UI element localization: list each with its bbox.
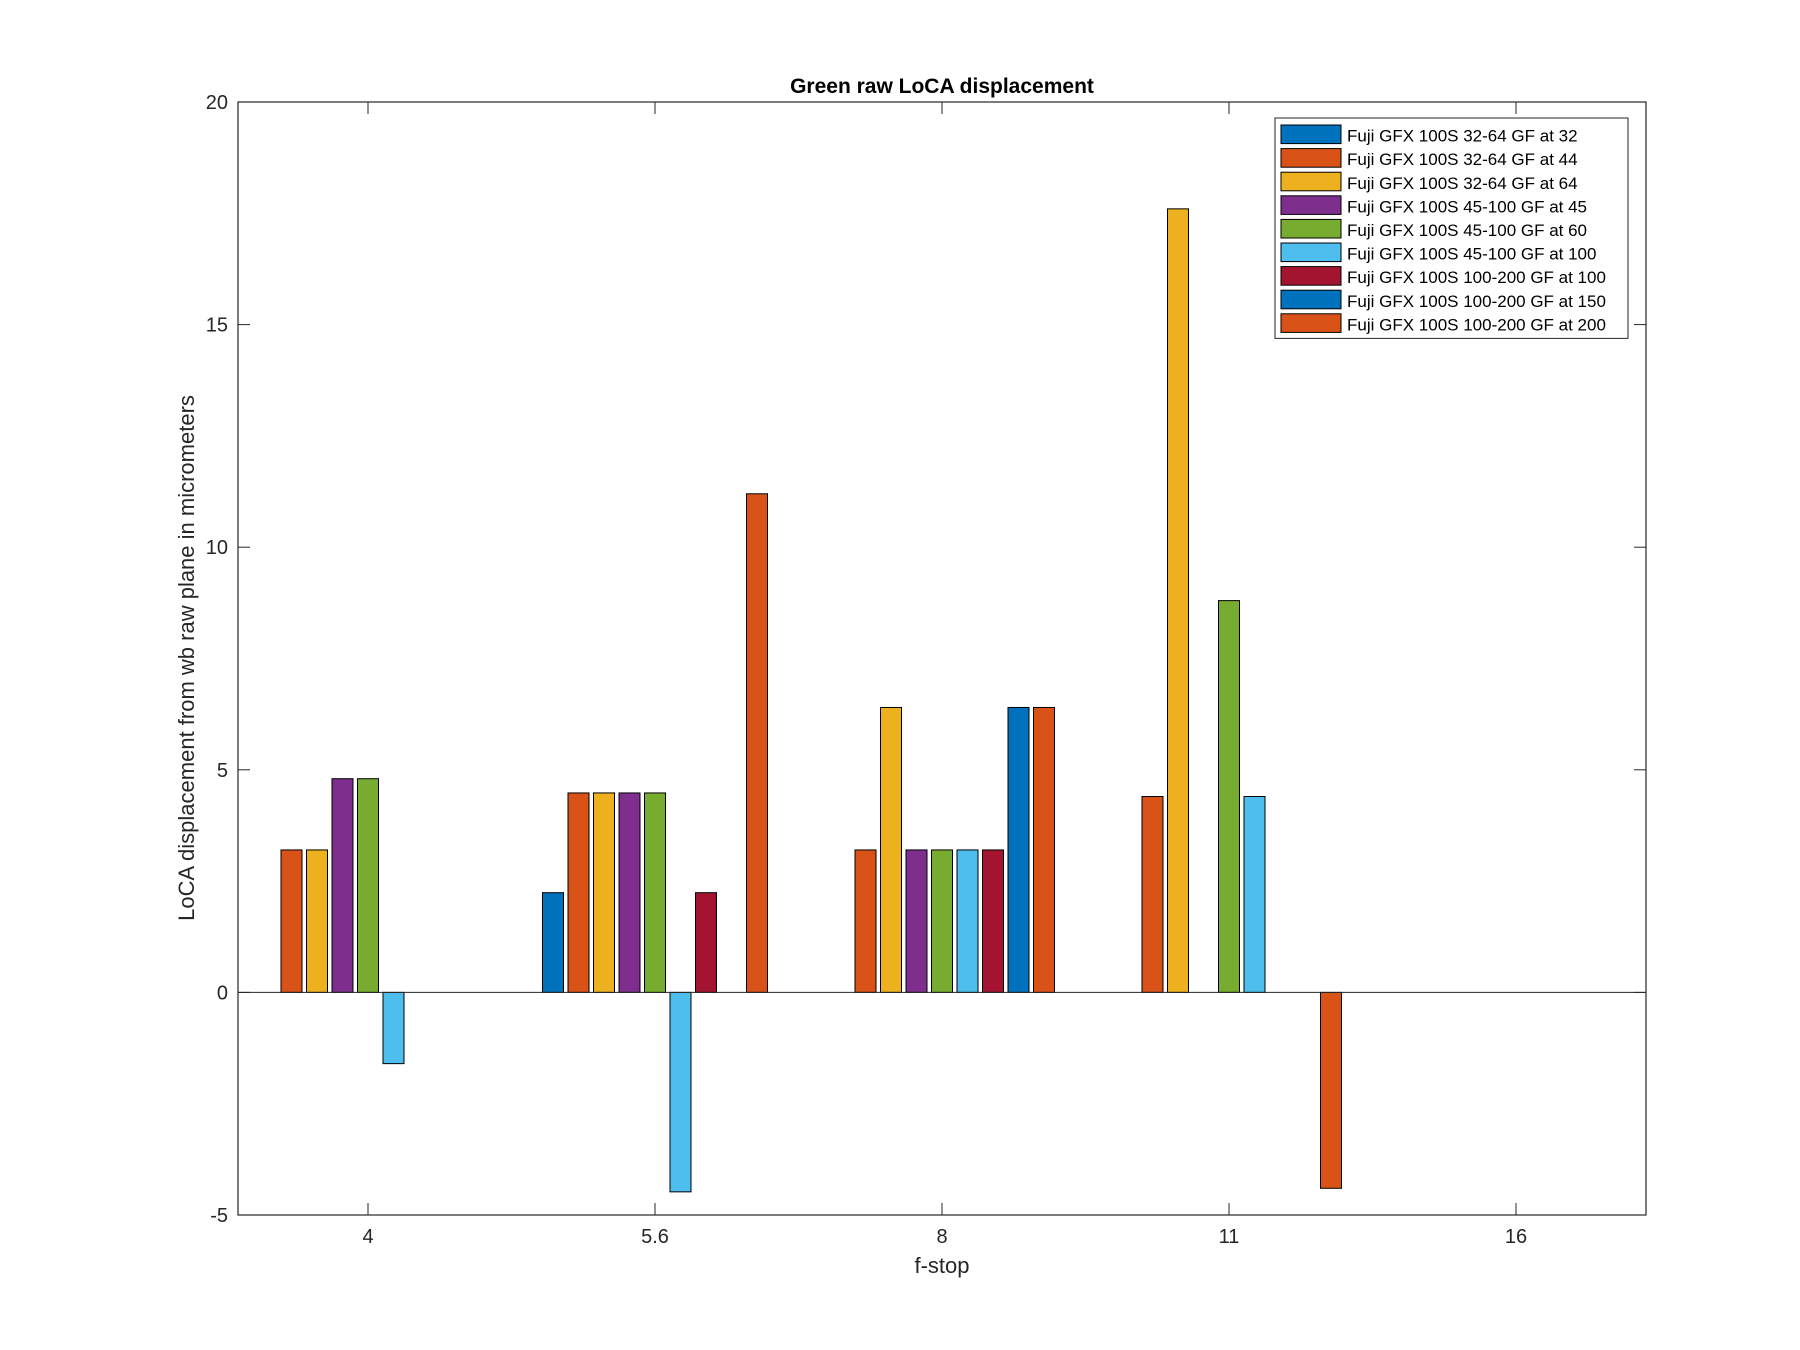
legend-swatch <box>1280 171 1342 192</box>
legend-swatch <box>1280 195 1342 215</box>
bar-series-5-fstop-8 <box>931 849 953 993</box>
legend-entry-label: Fuji GFX 100S 100-200 GF at 150 <box>1347 292 1606 311</box>
bar-series-2-fstop-4 <box>280 849 303 993</box>
bar-series-9-fstop-11 <box>1320 991 1342 1189</box>
chart-title: Green raw LoCA displacement <box>790 75 1094 98</box>
legend: Fuji GFX 100S 32-64 GF at 32 Fuji GFX 100… <box>1274 117 1629 339</box>
y-tick-label: 10 <box>206 537 228 559</box>
x-tick-label: 8 <box>936 1226 947 1248</box>
legend-entry-label: Fuji GFX 100S 45-100 GF at 100 <box>1347 245 1596 264</box>
y-tick-label: 20 <box>206 92 228 114</box>
bar-series-4-fstop-8 <box>905 849 928 993</box>
legend-swatch <box>1280 313 1342 333</box>
legend-swatch <box>1280 124 1342 145</box>
x-axis-label: f-stop <box>914 1253 969 1278</box>
bar-series-2-fstop-5.6 <box>567 792 590 993</box>
bar-series-6-fstop-4 <box>382 991 405 1065</box>
bar-series-8-fstop-8 <box>1007 706 1030 993</box>
bar-series-5-fstop-4 <box>357 778 379 993</box>
legend-entry-label: Fuji GFX 100S 32-64 GF at 44 <box>1347 150 1578 169</box>
x-tick-label: 5.6 <box>641 1226 669 1248</box>
bar-series-7-fstop-8 <box>982 849 1004 993</box>
legend-swatch <box>1280 148 1342 168</box>
legend-entry-label: Fuji GFX 100S 45-100 GF at 60 <box>1347 221 1587 240</box>
legend-swatch <box>1280 289 1342 310</box>
legend-swatch <box>1280 218 1342 239</box>
y-tick-label: -5 <box>210 1205 228 1227</box>
bar-series-2-fstop-11 <box>1141 796 1164 993</box>
bar-series-3-fstop-11 <box>1167 208 1189 993</box>
bar-series-5-fstop-5.6 <box>644 792 666 993</box>
bar-series-6-fstop-11 <box>1243 796 1266 993</box>
bar-series-6-fstop-8 <box>956 849 979 993</box>
bar-series-1-fstop-5.6 <box>542 892 564 993</box>
legend-entry-label: Fuji GFX 100S 100-200 GF at 200 <box>1347 315 1606 334</box>
bar-series-3-fstop-5.6 <box>593 792 615 993</box>
bar-series-9-fstop-5.6 <box>746 493 768 993</box>
bar-series-3-fstop-8 <box>880 706 902 993</box>
legend-swatch <box>1280 266 1342 286</box>
bar-series-6-fstop-5.6 <box>669 991 692 1193</box>
bar-series-3-fstop-4 <box>306 849 328 993</box>
y-axis-label: LoCA displacement from wb raw plane in m… <box>174 395 199 921</box>
legend-entry-label: Fuji GFX 100S 100-200 GF at 100 <box>1347 268 1606 287</box>
x-tick-label: 11 <box>1219 1226 1240 1248</box>
bar-series-4-fstop-5.6 <box>618 792 641 993</box>
bar-series-2-fstop-8 <box>854 849 877 993</box>
bar-series-4-fstop-4 <box>331 778 354 993</box>
x-tick-label: 4 <box>362 1226 373 1248</box>
legend-swatch <box>1280 242 1342 263</box>
bars-layer <box>280 208 1342 1193</box>
y-tick-label: 5 <box>217 760 228 782</box>
bar-series-9-fstop-8 <box>1033 706 1055 993</box>
bar-series-5-fstop-11 <box>1218 600 1240 993</box>
legend-entry-label: Fuji GFX 100S 32-64 GF at 32 <box>1347 127 1578 146</box>
x-tick-label: 16 <box>1505 1226 1527 1248</box>
y-tick-label: 0 <box>217 982 228 1004</box>
ticks-layer: -5 0 5 10 15 20 4 5.6 8 11 16 <box>206 92 1646 1248</box>
y-tick-label: 15 <box>206 315 228 337</box>
bar-series-7-fstop-5.6 <box>695 892 717 993</box>
legend-entry-label: Fuji GFX 100S 45-100 GF at 45 <box>1347 197 1587 216</box>
legend-entry-label: Fuji GFX 100S 32-64 GF at 64 <box>1347 174 1578 193</box>
